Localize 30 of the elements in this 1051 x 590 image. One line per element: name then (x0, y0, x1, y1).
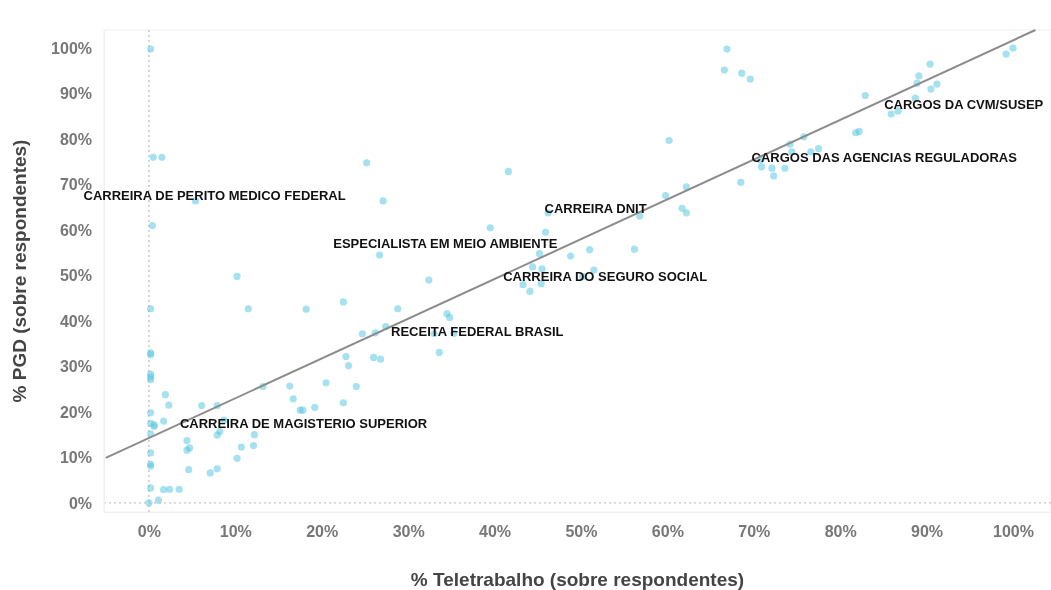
x-tick-label: 50% (565, 523, 598, 541)
y-axis-title: % PGD (sobre respondentes) (9, 139, 30, 403)
y-tick-label: 30% (59, 358, 92, 376)
y-tick-label: 90% (59, 85, 92, 103)
y-tick-label: 50% (59, 267, 92, 285)
x-tick-label: 60% (651, 523, 684, 541)
y-tick-label: 40% (59, 312, 92, 330)
annotation: CARREIRA DNIT (544, 200, 647, 216)
x-tick-label: 0% (137, 523, 161, 541)
annotation: RECEITA FEDERAL BRASIL (391, 324, 564, 340)
annotation: CARGOS DA CVM/SUSEP (884, 96, 1044, 112)
y-tick-label: 10% (59, 449, 92, 467)
y-tick-label: 20% (59, 403, 92, 421)
x-tick-label: 30% (392, 523, 425, 541)
y-tick-label: 0% (68, 494, 92, 512)
y-tick-label: 60% (59, 221, 92, 239)
x-tick-label: 100% (993, 523, 1034, 541)
y-tick-label: 80% (59, 130, 92, 148)
x-tick-label: 70% (738, 523, 771, 541)
x-tick-label: 90% (911, 523, 944, 541)
y-tick-label: 100% (51, 39, 92, 57)
x-tick-label: 80% (824, 523, 857, 541)
x-tick-label: 20% (306, 523, 339, 541)
x-tick-label: 10% (219, 523, 252, 541)
annotation: CARREIRA DO SEGURO SOCIAL (503, 269, 708, 285)
x-axis-title: % Teletrabalho (sobre respondentes) (410, 569, 745, 590)
x-tick-label: 40% (479, 523, 512, 541)
annotation: ESPECIALISTA EM MEIO AMBIENTE (333, 236, 558, 252)
annotation: CARREIRA DE MAGISTERIO SUPERIOR (179, 416, 428, 432)
annotation: CARGOS DAS AGENCIAS REGULADORAS (751, 149, 1018, 165)
